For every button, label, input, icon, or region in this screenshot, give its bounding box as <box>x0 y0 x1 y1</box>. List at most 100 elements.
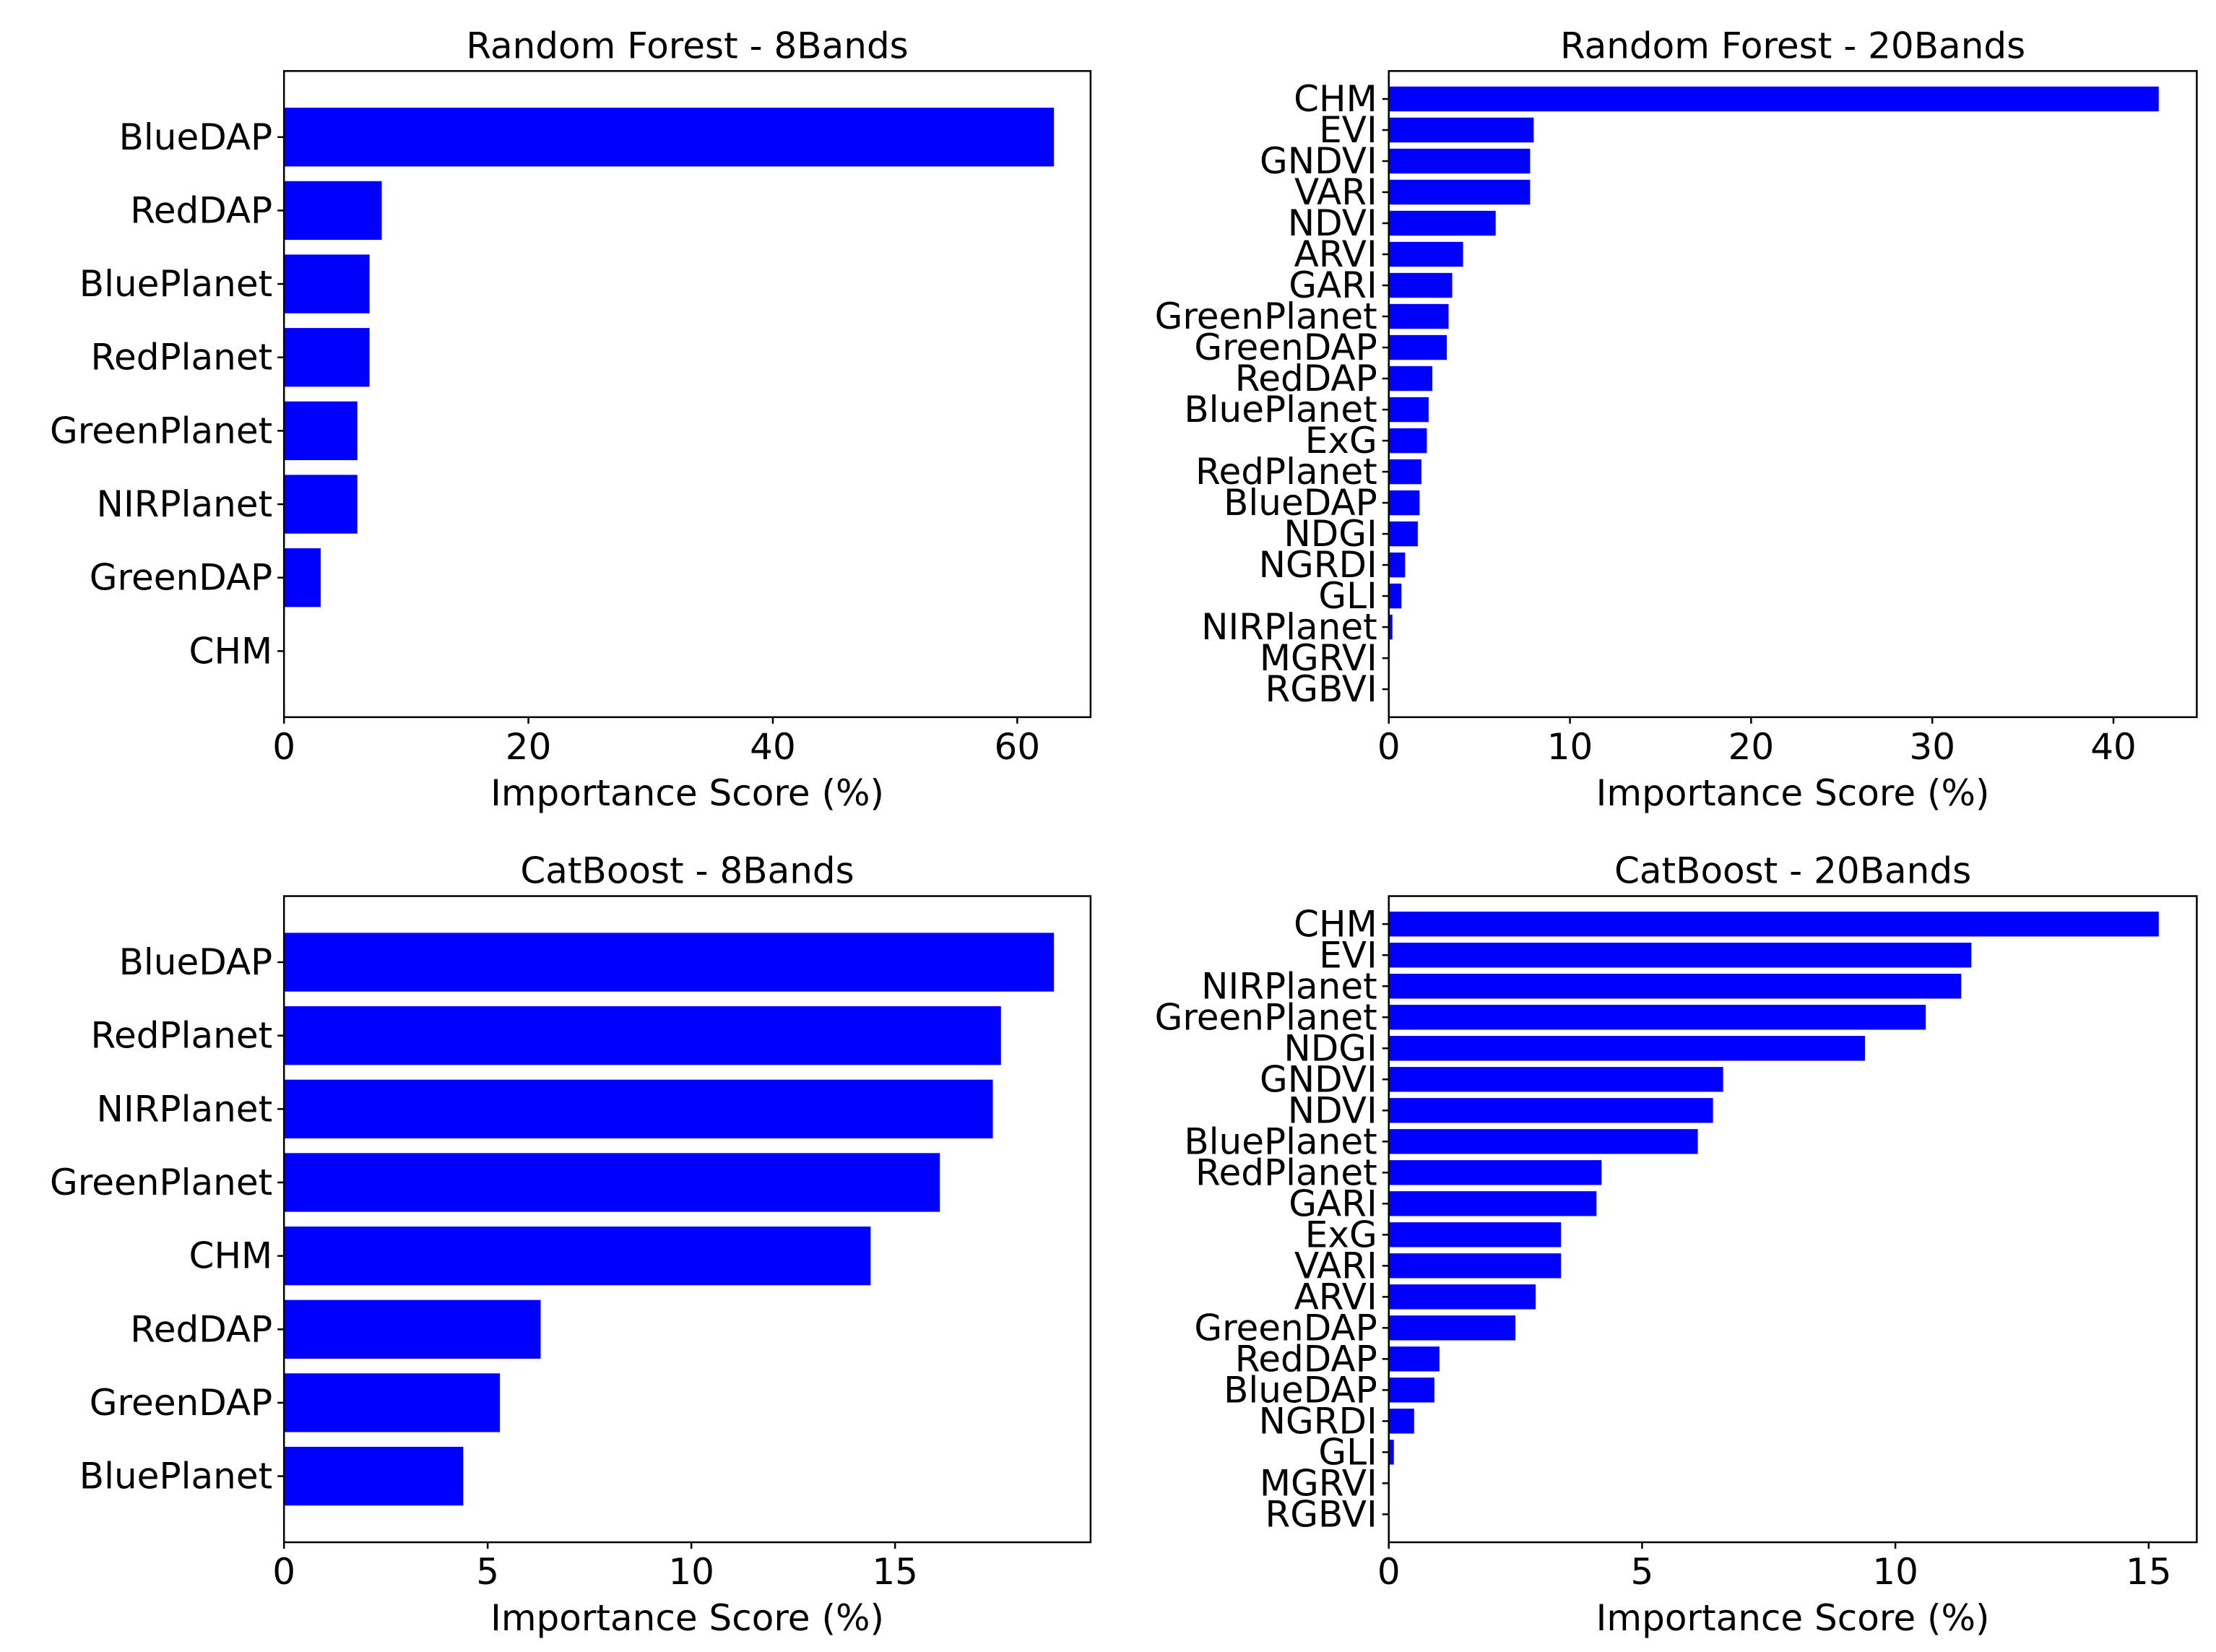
chart-catboost-20bands: CatBoost - 20Bands CHMEVINIRPlanetGreenPl… <box>1155 850 2198 1639</box>
bar-exg <box>1388 1222 1562 1247</box>
bar-gari <box>1388 272 1453 298</box>
category-label-exg: ExG <box>1305 420 1377 462</box>
x-tick-label: 60 <box>995 726 1041 768</box>
bar-greenplanet <box>1388 1005 1926 1030</box>
bar-gndvi <box>1388 1067 1723 1092</box>
category-label-arvi: ARVI <box>1294 1276 1377 1318</box>
bar-gli <box>1388 583 1402 609</box>
category-label-nirplanet: NIRPlanet <box>1201 606 1377 648</box>
bar-greendap <box>1388 1315 1516 1341</box>
x-tick-label: 5 <box>476 1551 499 1593</box>
bar-ngrdi <box>1388 552 1406 578</box>
x-tick-label: 15 <box>872 1551 918 1593</box>
bar-vari <box>1388 179 1531 205</box>
category-label-mgrvi: MGRVI <box>1260 637 1377 679</box>
bar-redplanet <box>284 1006 1001 1065</box>
x-axis-label: Importance Score (%) <box>490 1597 884 1639</box>
bar-arvi <box>1388 241 1463 267</box>
bar-greendap <box>284 548 321 607</box>
bar-ngrdi <box>1388 1409 1414 1434</box>
category-label-nirplanet: NIRPlanet <box>1201 965 1377 1007</box>
bar-reddap <box>1388 366 1432 392</box>
bar-ndgi <box>1388 521 1418 547</box>
bar-ndvi <box>1388 1098 1713 1123</box>
category-label-greenplanet: GreenPlanet <box>1155 996 1377 1038</box>
category-label-reddap: RedDAP <box>130 1308 272 1350</box>
category-label-vari: VARI <box>1294 1245 1377 1286</box>
bar-reddap <box>284 1299 541 1359</box>
bar-reddap <box>284 181 382 241</box>
category-label-chm: CHM <box>1294 903 1377 945</box>
plot-frame <box>282 895 1092 1544</box>
category-label-redplanet: RedPlanet <box>1195 451 1377 493</box>
chart-random-forest-20bands: Random Forest - 20BandsCHMEVIGNDVIVARIND… <box>1155 25 2198 814</box>
category-label-exg: ExG <box>1305 1214 1377 1255</box>
category-label-greendap: GreenDAP <box>1194 1307 1377 1349</box>
bar-greenplanet <box>1388 303 1449 329</box>
x-tick-label: 5 <box>1631 1551 1654 1593</box>
bar-reddap <box>1388 1346 1440 1372</box>
category-label-mgrvi: MGRVI <box>1260 1462 1377 1504</box>
category-label-greenplanet: GreenPlanet <box>1155 295 1377 337</box>
category-label-gndvi: GNDVI <box>1260 140 1377 182</box>
chart-random-forest-8bands: Random Forest - 8Bands BlueDAP RedDAP BlueP… <box>50 25 1092 814</box>
plot-frame <box>1388 895 2198 1544</box>
category-label-ndgi: NDGI <box>1284 513 1377 555</box>
category-label-blueplanet: BluePlanet <box>79 263 272 305</box>
plot-frame <box>1388 70 2198 719</box>
category-label-gli: GLI <box>1318 575 1377 617</box>
x-tick-label: 40 <box>750 726 796 768</box>
bar-redplanet <box>1388 1160 1602 1185</box>
bar-greenplanet <box>284 401 358 461</box>
bar-gari <box>1388 1191 1597 1216</box>
x-tick-label: 0 <box>272 1551 295 1593</box>
category-label-gari: GARI <box>1289 264 1377 306</box>
category-label-ndvi: NDVI <box>1288 202 1377 244</box>
category-label-nirplanet: NIRPlanet <box>97 483 273 525</box>
bar-exg <box>1388 428 1427 454</box>
x-tick-label: 20 <box>506 726 552 768</box>
bar-bluedap <box>284 933 1055 992</box>
category-label-reddap: RedDAP <box>130 189 272 231</box>
category-label-bluedap: BlueDAP <box>119 941 273 983</box>
x-axis-label: Importance Score (%) <box>1596 1597 1990 1639</box>
x-tick-label: 10 <box>668 1551 714 1593</box>
category-label-greendap: GreenDAP <box>90 1382 272 1424</box>
bar-nirplanet <box>284 475 358 534</box>
category-label-blueplanet: BluePlanet <box>1184 389 1377 431</box>
bar-nirplanet <box>1388 614 1393 640</box>
chart-title: CatBoost - 20Bands <box>1614 850 1971 892</box>
category-label-chm: CHM <box>189 630 273 672</box>
bar-blueplanet <box>284 1446 464 1506</box>
bar-nirplanet <box>284 1079 993 1138</box>
bar-nirplanet <box>1388 974 1962 999</box>
chart-catboost-8bands: CatBoost - 8Bands BlueDAP RedPlanet NIRPlan… <box>50 850 1092 1639</box>
bar-bluedap <box>284 108 1055 167</box>
bar-greendap <box>284 1373 501 1432</box>
category-label-bluedap: BlueDAP <box>1224 482 1377 524</box>
x-axis-label: Importance Score (%) <box>490 772 884 814</box>
x-tick-label: 0 <box>1377 1551 1401 1593</box>
category-label-gndvi: GNDVI <box>1260 1058 1377 1100</box>
bar-gndvi <box>1388 148 1531 174</box>
bar-gli <box>1388 1440 1394 1465</box>
category-label-redplanet: RedPlanet <box>90 1015 272 1057</box>
x-tick-label: 15 <box>2126 1551 2172 1593</box>
category-label-evi: EVI <box>1319 109 1377 151</box>
category-label-redplanet: RedPlanet <box>90 337 272 379</box>
bar-blueplanet <box>284 254 370 313</box>
bar-redplanet <box>284 328 370 387</box>
category-label-greendap: GreenDAP <box>90 557 272 599</box>
x-tick-label: 10 <box>1547 726 1593 768</box>
bar-blueplanet <box>1388 397 1429 423</box>
x-axis-label: Importance Score (%) <box>1596 772 1990 814</box>
x-tick-label: 0 <box>1377 726 1401 768</box>
chart-title: CatBoost - 8Bands <box>520 850 854 892</box>
x-tick-label: 40 <box>2090 726 2137 768</box>
bar-bluedap <box>1388 490 1420 516</box>
category-label-ndgi: NDGI <box>1284 1027 1377 1069</box>
bar-evi <box>1388 117 1534 143</box>
x-tick-label: 10 <box>1872 1551 1918 1593</box>
category-label-gli: GLI <box>1318 1431 1377 1473</box>
